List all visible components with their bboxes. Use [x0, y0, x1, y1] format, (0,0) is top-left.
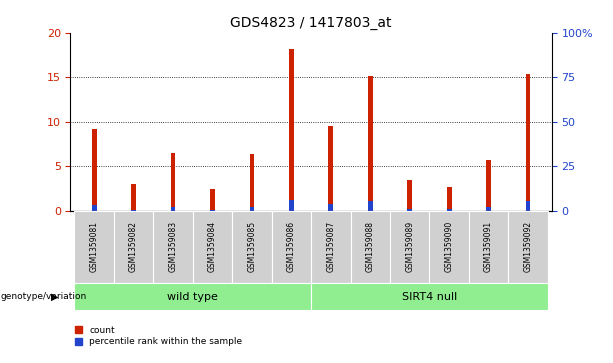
Bar — [170, 207, 175, 211]
Bar — [408, 209, 412, 211]
Bar — [131, 210, 136, 211]
Bar — [329, 204, 333, 211]
Bar — [92, 129, 96, 211]
Text: GSM1359088: GSM1359088 — [366, 221, 375, 272]
Bar — [232, 211, 272, 283]
Text: GSM1359082: GSM1359082 — [129, 221, 138, 272]
Text: GSM1359086: GSM1359086 — [287, 221, 296, 272]
Bar — [390, 211, 430, 283]
Bar — [272, 211, 311, 283]
Text: GSM1359085: GSM1359085 — [248, 221, 256, 272]
Text: GSM1359087: GSM1359087 — [326, 221, 335, 272]
Bar — [430, 211, 469, 283]
Bar — [469, 211, 508, 283]
Bar — [311, 211, 351, 283]
Bar — [368, 201, 373, 211]
Legend: count, percentile rank within the sample: count, percentile rank within the sample — [75, 326, 243, 346]
Bar — [210, 189, 215, 211]
Bar — [153, 211, 192, 283]
Bar — [74, 211, 114, 283]
Bar — [447, 187, 452, 211]
Text: GSM1359089: GSM1359089 — [405, 221, 414, 272]
Bar — [289, 49, 294, 211]
Text: ▶: ▶ — [51, 292, 58, 302]
Bar — [351, 211, 390, 283]
Bar — [192, 211, 232, 283]
Bar — [289, 200, 294, 211]
Bar — [249, 207, 254, 211]
Text: genotype/variation: genotype/variation — [1, 292, 87, 301]
Bar — [526, 201, 530, 211]
Bar — [526, 74, 530, 211]
Bar — [74, 283, 311, 310]
Bar — [170, 153, 175, 211]
Bar — [408, 180, 412, 211]
Text: GSM1359092: GSM1359092 — [524, 221, 533, 272]
Bar — [486, 207, 491, 211]
Bar — [508, 211, 548, 283]
Bar — [329, 126, 333, 211]
Text: SIRT4 null: SIRT4 null — [402, 292, 457, 302]
Bar — [114, 211, 153, 283]
Bar — [368, 76, 373, 211]
Text: GSM1359083: GSM1359083 — [169, 221, 178, 272]
Title: GDS4823 / 1417803_at: GDS4823 / 1417803_at — [230, 16, 392, 30]
Bar — [249, 154, 254, 211]
Text: GSM1359091: GSM1359091 — [484, 221, 493, 272]
Text: GSM1359084: GSM1359084 — [208, 221, 217, 272]
Bar — [447, 209, 452, 211]
Text: GSM1359090: GSM1359090 — [444, 221, 454, 273]
Bar — [311, 283, 548, 310]
Bar — [131, 184, 136, 211]
Text: GSM1359081: GSM1359081 — [89, 221, 99, 272]
Bar — [210, 210, 215, 211]
Bar — [92, 205, 96, 211]
Text: wild type: wild type — [167, 292, 218, 302]
Bar — [486, 160, 491, 211]
